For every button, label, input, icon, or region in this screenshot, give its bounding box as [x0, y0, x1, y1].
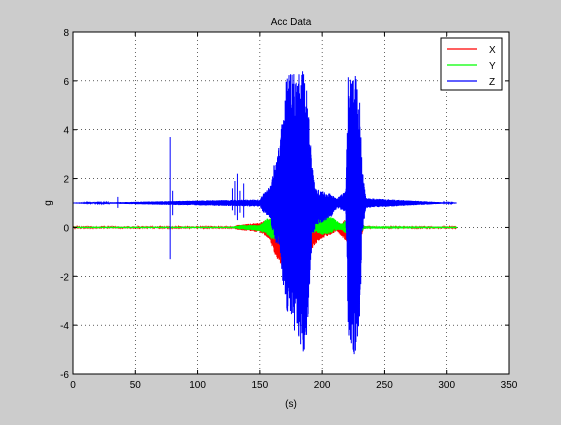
x-tick-label: 150	[252, 380, 269, 391]
y-tick-label: 8	[63, 28, 69, 39]
x-tick-label: 250	[376, 380, 393, 391]
x-axis-label: (s)	[285, 399, 297, 410]
legend-label-z: Z	[489, 77, 495, 88]
y-tick-label: -4	[60, 321, 69, 332]
legend-label-y: Y	[489, 61, 496, 72]
x-tick-label: 0	[70, 380, 76, 391]
y-axis-label: g	[43, 200, 54, 206]
legend: XYZ	[440, 37, 503, 91]
series-line-y	[73, 215, 458, 242]
y-tick-label: 0	[63, 223, 69, 234]
series-y	[73, 215, 458, 242]
x-tick-label: 300	[438, 380, 455, 391]
x-tick-label: 50	[130, 380, 142, 391]
axes-box	[72, 31, 510, 375]
series-z	[73, 71, 457, 355]
series-layer	[73, 71, 458, 355]
series-line-z	[73, 71, 457, 355]
y-tick-label: -6	[60, 370, 69, 381]
x-tick-label: 200	[314, 380, 331, 391]
y-tick-label: -2	[60, 272, 69, 283]
x-tick-label: 100	[189, 380, 206, 391]
y-tick-label: 6	[63, 77, 69, 88]
x-tick-label: 350	[501, 380, 518, 391]
chart-title: Acc Data	[271, 17, 312, 28]
legend-label-x: X	[489, 45, 496, 56]
y-tick-label: 4	[63, 126, 69, 137]
ticks: 0 50 100 150 200 250 300 350 -6 -4 -2 0 2 4 6 8	[60, 28, 518, 391]
y-tick-label: 2	[63, 175, 69, 186]
